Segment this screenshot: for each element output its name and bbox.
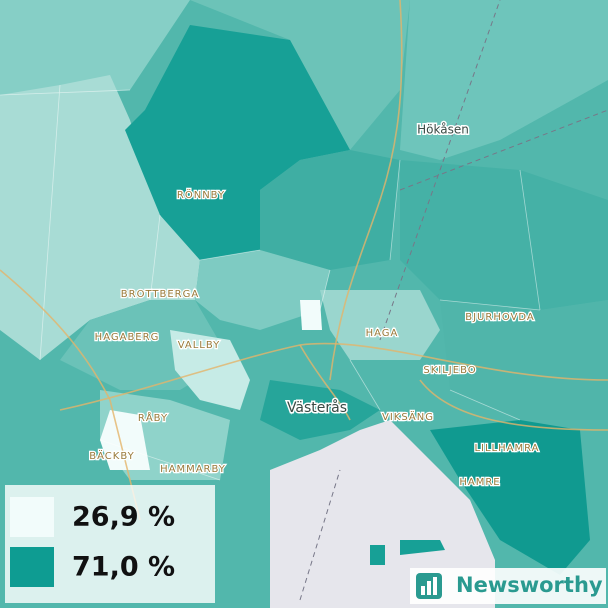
place-label: HAGABERG [95,332,160,343]
brand-background [410,568,606,604]
legend-swatch [10,497,54,537]
place-label: HAGA [366,328,399,339]
city-label: Hökåsen [417,123,469,137]
place-label: VALLBY [178,340,221,351]
place-label: RÅBY [138,411,168,424]
place-label: BROTTBERGA [121,289,199,300]
place-label: BJURHOVDA [465,312,535,323]
place-label: HAMRE [459,477,500,488]
place-label: BÄCKBY [89,449,135,462]
legend-label: 26,9 % [72,502,175,533]
legend-swatch [10,547,54,587]
place-labels: RÖNNBY BROTTBERGA HAGABERG VALLBY HAGA B… [88,121,540,489]
place-label: SKILJEBO [423,365,476,376]
legend: 26,9 % 71,0 % [5,485,215,603]
place-label: LILLHAMRA [474,443,539,454]
brand: Newsworthy [410,568,606,604]
brand-name: Newsworthy [456,573,603,597]
place-label: VIKSÄNG [382,410,434,423]
legend-label: 71,0 % [72,552,175,583]
place-label: HAMMARBY [160,464,226,475]
place-label: RÖNNBY [177,188,225,201]
city-label: Västerås [287,399,347,416]
region-borders [0,84,541,481]
